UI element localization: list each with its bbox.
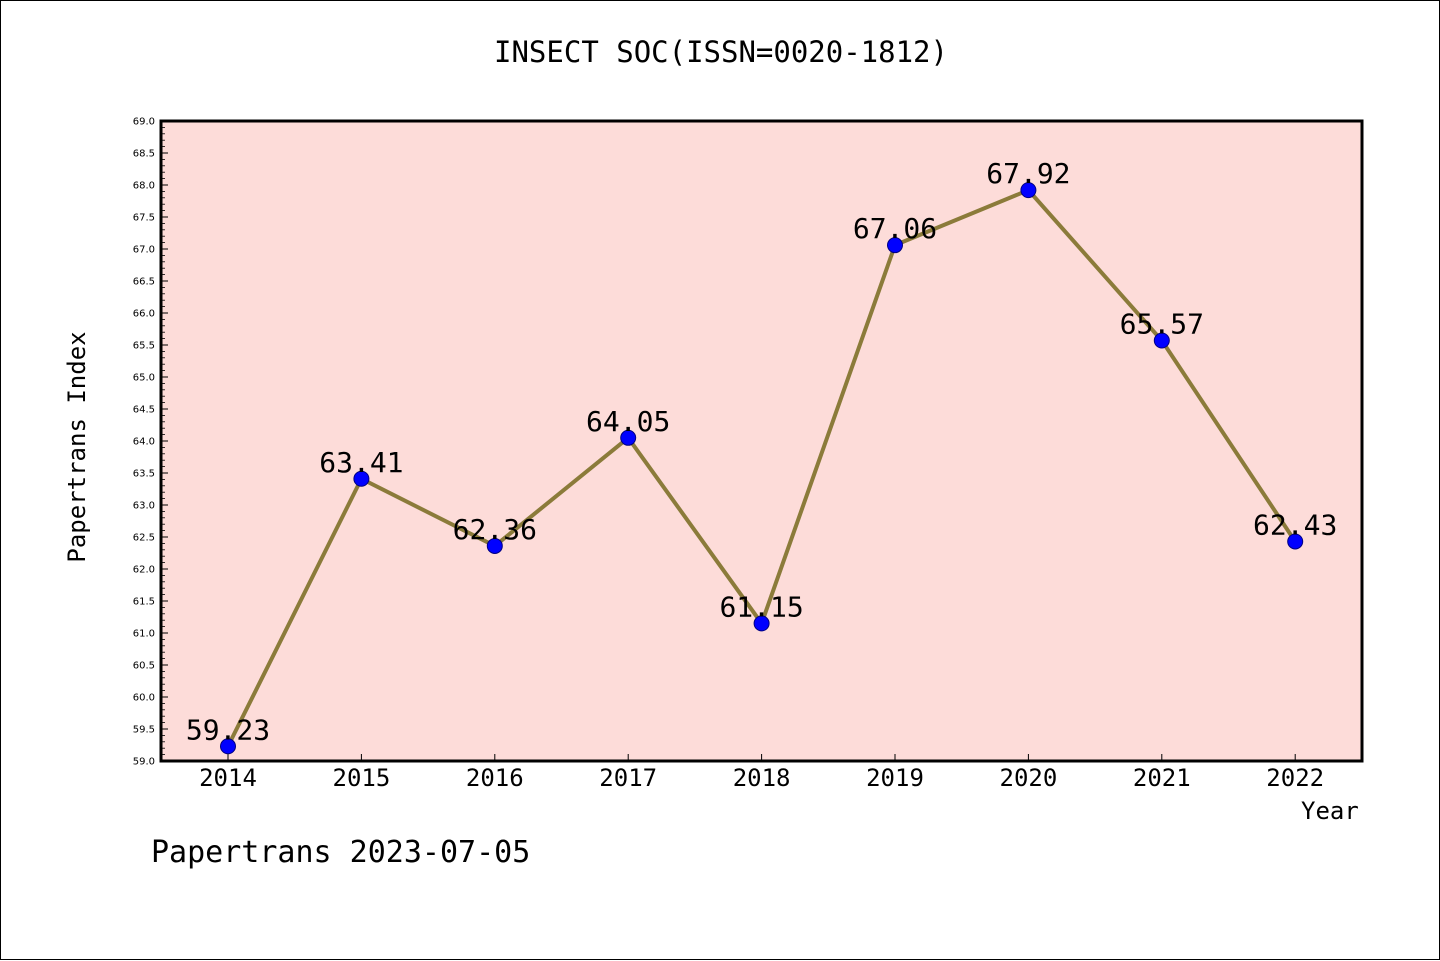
y-tick-label: 61.5 [133,597,155,608]
x-tick-label: 2021 [1133,764,1191,792]
data-label: 63.41 [319,446,403,479]
data-label: 62.43 [1253,508,1337,541]
x-axis-label: Year [1301,797,1359,825]
plot-area [161,121,1362,761]
x-tick-label: 2015 [333,764,391,792]
data-point [486,537,503,554]
y-tick-label: 67.0 [133,245,155,256]
y-tick-label: 62.0 [133,565,155,576]
y-tick-label: 60.0 [133,693,155,704]
data-point [1153,332,1170,349]
data-point [620,429,637,446]
y-tick-label: 65.0 [133,373,155,384]
chart-title: INSECT SOC(ISSN=0020-1812) [494,35,948,69]
y-tick-label: 69.0 [133,117,155,128]
y-tick-label: 66.0 [133,309,155,320]
data-label: 67.92 [986,157,1070,190]
data-label: 61.15 [719,590,803,623]
x-tick-label: 2014 [199,764,257,792]
y-tick-label: 59.0 [133,757,155,768]
y-tick-label: 60.5 [133,661,155,672]
y-tick-label: 68.5 [133,149,155,160]
y-tick-label: 64.5 [133,405,155,416]
x-tick-label: 2017 [599,764,657,792]
x-tick-label: 2019 [866,764,924,792]
data-point [1287,533,1304,550]
y-tick-label: 63.5 [133,469,155,480]
data-point [220,738,236,755]
x-tick-label: 2022 [1266,764,1324,792]
x-tick-label: 2018 [733,764,791,792]
y-tick-label: 63.0 [133,501,155,512]
data-label: 67.06 [853,212,937,245]
y-tick-label: 65.5 [133,341,155,352]
y-tick-label: 62.5 [133,533,155,544]
y-tick-label: 64.0 [133,437,155,448]
data-point [1020,182,1037,199]
y-tick-label: 61.0 [133,629,155,640]
data-label: 64.05 [586,405,670,438]
y-tick-label: 68.0 [133,181,155,192]
y-tick-label: 59.5 [133,725,155,736]
data-point [353,470,370,487]
data-label: 59.23 [186,713,270,746]
x-tick-label: 2016 [466,764,524,792]
y-tick-label: 67.5 [133,213,155,224]
data-point [887,237,903,254]
plot-border [159,119,1364,763]
data-label: 62.36 [453,513,537,546]
data-point [753,615,770,632]
footer-note: Papertrans 2023-07-05 [151,835,531,870]
x-tick-label: 2020 [1000,764,1058,792]
data-label: 65.57 [1120,308,1204,341]
y-tick-label: 66.5 [133,277,155,288]
